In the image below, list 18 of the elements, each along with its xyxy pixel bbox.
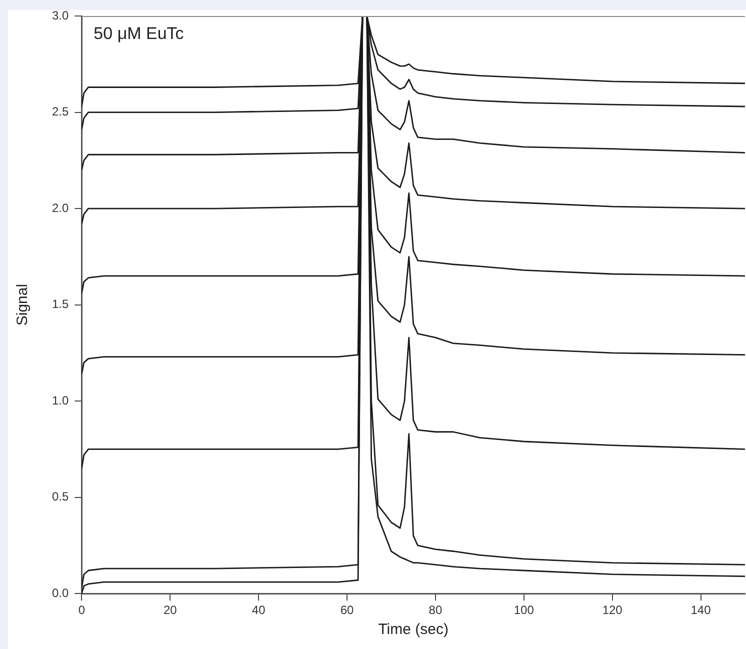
y-tick-label: 0.0 bbox=[52, 586, 69, 600]
x-tick-label: 80 bbox=[428, 603, 442, 618]
annotation: 50 μM EuTc bbox=[94, 24, 184, 44]
y-tick-label: 1.0 bbox=[52, 393, 69, 408]
y-axis-title: Signal bbox=[14, 284, 32, 326]
x-tick-label: 0 bbox=[78, 603, 86, 618]
y-tick-label: 3.0 bbox=[52, 8, 69, 22]
x-axis-title: Time (sec) bbox=[378, 621, 448, 638]
y-tick-label: 2.0 bbox=[52, 200, 69, 215]
x-tick-label: 140 bbox=[690, 603, 712, 618]
x-tick-label: 100 bbox=[514, 603, 534, 618]
y-tick-label: 1.5 bbox=[52, 297, 69, 312]
x-tick-label: 120 bbox=[602, 603, 623, 618]
x-tick-label: 40 bbox=[252, 603, 266, 618]
x-tick-label: 20 bbox=[163, 603, 178, 618]
y-tick-label: 2.5 bbox=[52, 104, 69, 119]
x-tick-label: 60 bbox=[340, 603, 354, 618]
y-tick-label: 0.5 bbox=[52, 490, 69, 504]
